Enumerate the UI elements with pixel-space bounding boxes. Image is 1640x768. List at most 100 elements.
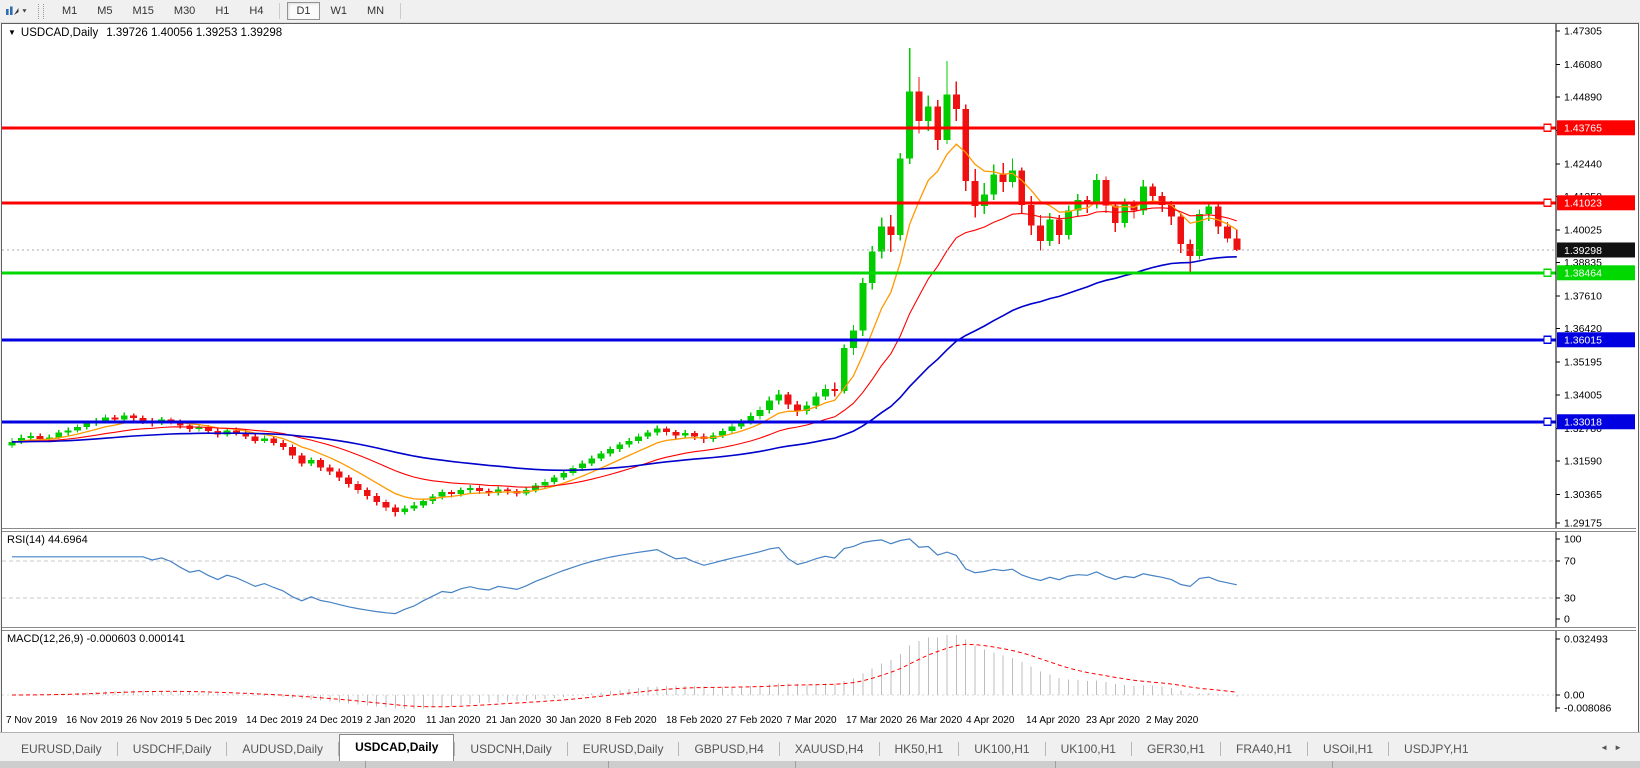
macd-label: MACD(12,26,9) -0.000603 0.000141 — [7, 633, 185, 645]
price-axis-label: 1.29175 — [1564, 518, 1602, 529]
price-axis-label: 1.31590 — [1564, 455, 1602, 467]
tab-scroll-right-icon[interactable]: ► — [1614, 742, 1628, 752]
price-chart-svg[interactable]: 1.473051.460801.448901.436651.424401.412… — [2, 24, 1636, 528]
tab-separator — [1130, 742, 1132, 756]
mini-chart-icon — [5, 6, 18, 15]
price-axis-label: 1.36420 — [1564, 323, 1602, 335]
chart-tab-uk100-h1[interactable]: UK100,H1 — [974, 742, 1030, 756]
time-axis[interactable]: 7 Nov 2019 16 Nov 2019 26 Nov 2019 5 Dec 20… — [2, 712, 1636, 730]
tab-separator — [1044, 742, 1046, 756]
tab-separator — [678, 742, 680, 756]
tab-scroll-arrows: ◄► — [1600, 743, 1628, 752]
timeframe-w1-button[interactable]: W1 — [330, 5, 348, 17]
date-label: 17 Mar 2020 — [846, 715, 903, 726]
rsi-svg[interactable]: 100 70 30 0 — [2, 532, 1636, 627]
tab-separator — [1388, 742, 1390, 756]
macd-axis-label: 0.00 — [1564, 690, 1585, 702]
tab-separator — [878, 742, 880, 756]
timeframe-h4-button[interactable]: H4 — [249, 5, 264, 17]
date-label: 4 Apr 2020 — [966, 715, 1015, 726]
timeframe-d1-button[interactable]: D1 — [287, 2, 320, 20]
rsi-line — [12, 538, 1237, 615]
tab-separator — [226, 742, 228, 756]
chart-ohlc-values: 1.39726 1.40056 1.39253 1.39298 — [106, 27, 283, 39]
date-label: 16 Nov 2019 — [66, 715, 123, 726]
rsi-axis-label: 100 — [1564, 534, 1582, 546]
chart-tab-usdcnh-daily[interactable]: USDCNH,Daily — [470, 742, 552, 756]
date-label: 30 Jan 2020 — [546, 715, 602, 726]
chart-tab-usoil-h1[interactable]: USOil,H1 — [1323, 742, 1374, 756]
timeframe-m1-button[interactable]: M1 — [61, 5, 78, 17]
macd-axis: 0.032493 0.00-0.008086 — [1555, 631, 1611, 713]
rsi-pane[interactable]: 100 70 30 0 RSI(14) 44.6964 — [2, 532, 1636, 627]
tab-separator — [778, 742, 780, 756]
collapse-arrow-icon[interactable]: ▼ — [8, 28, 16, 37]
rsi-axis-label: 30 — [1564, 593, 1576, 605]
date-label: 7 Mar 2020 — [786, 715, 837, 726]
date-label: 2 May 2020 — [1146, 715, 1199, 726]
status-strip-separator — [365, 761, 366, 768]
chart-title: ▼ USDCAD,Daily 1.39726 1.40056 1.39253 1.3… — [8, 27, 282, 39]
hline-handle[interactable] — [1543, 123, 1552, 133]
chart-tab-fra40-h1[interactable]: FRA40,H1 — [1235, 742, 1293, 756]
rsi-axis: 100 70 30 0 — [1555, 532, 1582, 627]
chart-tab-eurusd-daily[interactable]: EURUSD,Daily — [21, 742, 102, 756]
price-badge-label: 1.36015 — [1564, 335, 1602, 347]
toolbar-dropdown-icon[interactable]: ▼ — [21, 8, 28, 14]
toolbar-grip[interactable] — [37, 3, 44, 19]
chart-tab-eurusd-daily[interactable]: EURUSD,Daily — [582, 742, 664, 756]
chart-tab-xauusd-h4[interactable]: XAUUSD,H4 — [794, 742, 864, 756]
date-label: 14 Dec 2019 — [246, 715, 303, 726]
hline-handle[interactable] — [1543, 417, 1552, 426]
price-axis-label: 1.46080 — [1564, 59, 1602, 71]
date-label: 27 Feb 2020 — [726, 715, 783, 726]
date-label: 18 Feb 2020 — [666, 715, 723, 726]
pane-splitter[interactable] — [2, 528, 1636, 532]
chart-tab-uk100-h1[interactable]: UK100,H1 — [1060, 742, 1116, 756]
timeframe-h1-button[interactable]: H1 — [215, 5, 230, 17]
timeframe-mn-button[interactable]: MN — [367, 5, 385, 17]
macd-pane[interactable]: 0.032493 0.00 -0.008086 MACD(12,26,9) -0.0… — [2, 631, 1636, 712]
chart-tab-usdchf-daily[interactable]: USDCHF,Daily — [132, 742, 212, 756]
chart-tab-audusd-daily[interactable]: AUDUSD,Daily — [242, 742, 324, 756]
price-badge — [1557, 414, 1635, 430]
pane-splitter[interactable] — [2, 627, 1636, 631]
price-badge-label: 1.38464 — [1564, 268, 1602, 280]
price-chart-pane[interactable]: 1.473051.460801.448901.436651.424401.412… — [2, 24, 1636, 528]
chart-tab-usdjpy-h1[interactable]: USDJPY,H1 — [1404, 742, 1469, 756]
status-strip-separator — [608, 761, 609, 768]
price-axis-label: 1.34005 — [1564, 389, 1602, 401]
chart-tab-hk50-h1[interactable]: HK50,H1 — [894, 742, 944, 756]
timeframe-m15-button[interactable]: M15 — [132, 5, 154, 17]
tab-separator — [338, 742, 340, 756]
status-strip-separator — [1055, 761, 1056, 768]
rsi-axis-label: 0 — [1564, 614, 1570, 626]
chart-symbol-period: USDCAD,Daily — [20, 27, 99, 39]
tab-scroll-left-icon[interactable]: ◄ — [1600, 742, 1615, 752]
status-strip — [0, 761, 1640, 768]
timeframe-m5-button[interactable]: M5 — [97, 5, 113, 17]
horizontal-lines[interactable] — [2, 123, 1556, 426]
date-label: 24 Dec 2019 — [306, 715, 363, 726]
chart-tab-gbpusd-h4[interactable]: GBPUSD,H4 — [694, 742, 764, 756]
current-price-badge-label: 1.39298 — [1564, 245, 1602, 257]
hline-handle[interactable] — [1543, 198, 1552, 208]
slow-ema-line — [11, 256, 1237, 472]
chart-tab-ger30-h1[interactable]: GER30,H1 — [1146, 742, 1205, 756]
candles — [8, 48, 1241, 517]
price-badge-label: 1.33018 — [1564, 417, 1602, 429]
price-axis-label: 1.44890 — [1564, 92, 1602, 104]
status-strip-separator — [795, 761, 796, 768]
timeframe-m30-button[interactable]: M30 — [173, 5, 196, 17]
chart-tab-usdcad-daily[interactable]: USDCAD,Daily — [339, 734, 455, 762]
rsi-axis-label: 70 — [1564, 556, 1576, 568]
macd-axis-label: 0.032493 — [1564, 634, 1608, 646]
macd-axis-label: -0.008086 — [1564, 703, 1611, 713]
hline-handle[interactable] — [1543, 335, 1552, 344]
price-badge — [1557, 195, 1635, 211]
macd-signal-line — [12, 643, 1237, 708]
charts-toolbar-icon[interactable] — [3, 3, 21, 19]
macd-svg[interactable]: 0.032493 0.00-0.008086 — [2, 631, 1636, 712]
top-toolbar: ▼ M1 M5 M15 M30 H1 H4 D1 W1 MN — [0, 0, 1640, 23]
hline-handle[interactable] — [1543, 268, 1552, 277]
